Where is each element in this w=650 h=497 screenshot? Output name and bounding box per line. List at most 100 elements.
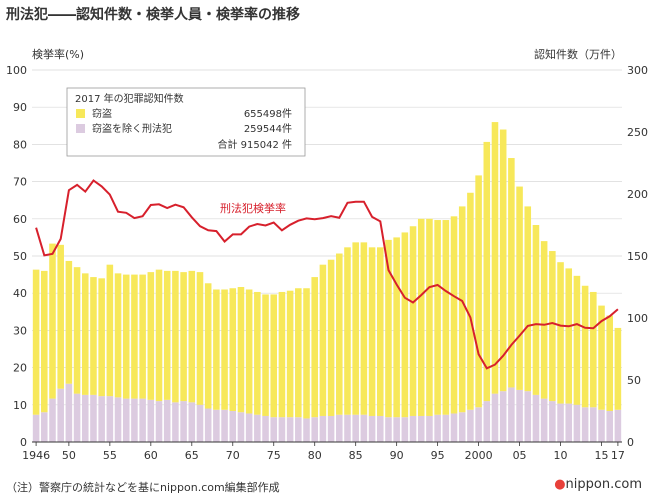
bar-other xyxy=(311,417,318,442)
bar-other xyxy=(409,415,417,442)
bar-other xyxy=(549,401,556,442)
bar-theft xyxy=(393,237,400,418)
bars-other-crimes xyxy=(32,383,622,442)
bar-theft xyxy=(254,291,261,415)
bar-theft xyxy=(385,239,392,418)
left-tick-label: 70 xyxy=(13,176,27,189)
bar-theft xyxy=(426,218,433,416)
bar-theft xyxy=(376,247,384,416)
bar-theft xyxy=(532,225,540,395)
bar-theft xyxy=(122,274,130,399)
x-tick-label: 75 xyxy=(267,449,281,462)
bar-theft xyxy=(417,218,425,416)
bar-theft xyxy=(549,251,556,402)
page-title: 刑法犯――認知件数・検挙人員・検挙率の推移 xyxy=(6,7,300,23)
bar-other xyxy=(106,396,114,442)
bar-other xyxy=(344,414,351,442)
bar-other xyxy=(393,417,400,442)
x-axis-ticks: 1946 50 55 60 65 70 75 80 85 90 95 2000 05 10 15 17 xyxy=(22,442,625,462)
logo-dot-icon: ● xyxy=(554,477,566,492)
x-tick-label: 95 xyxy=(431,449,445,462)
bar-other xyxy=(352,414,359,442)
bar-other xyxy=(598,409,605,442)
bar-theft xyxy=(270,294,278,418)
bar-other xyxy=(385,417,392,442)
x-tick-label: 50 xyxy=(62,449,76,462)
bar-other xyxy=(327,415,335,442)
bar-theft xyxy=(163,270,171,400)
bar-theft xyxy=(573,275,581,405)
bar-theft xyxy=(139,274,146,399)
bar-theft xyxy=(311,277,318,418)
bar-theft xyxy=(237,287,245,413)
bar-other xyxy=(57,388,64,442)
logo-text: nippon.com xyxy=(565,477,642,492)
bar-theft xyxy=(508,158,515,388)
right-tick-label: 300 xyxy=(627,64,648,77)
bar-theft xyxy=(598,305,605,410)
left-tick-label: 60 xyxy=(13,213,27,226)
bar-theft xyxy=(57,244,64,389)
bar-other xyxy=(114,397,122,442)
bar-theft xyxy=(344,247,351,415)
right-tick-label: 150 xyxy=(627,250,648,263)
bar-theft xyxy=(73,267,81,394)
bar-theft xyxy=(467,192,474,410)
x-tick-label: 55 xyxy=(103,449,117,462)
left-tick-label: 20 xyxy=(13,362,27,375)
bar-other xyxy=(98,396,105,442)
bar-theft xyxy=(245,289,253,414)
bar-theft xyxy=(147,272,155,400)
legend-year: 2017 年の犯罪認知件数 xyxy=(75,92,184,105)
right-axis-ticks: 0 50 100 150 200 250 300 xyxy=(627,64,648,449)
bar-other xyxy=(65,383,73,442)
bar-other xyxy=(606,411,613,442)
bar-theft xyxy=(360,242,368,415)
bar-theft xyxy=(221,289,228,410)
bar-other xyxy=(221,409,228,442)
x-tick-label: 15 xyxy=(595,449,609,462)
bar-other xyxy=(540,398,548,442)
bar-theft xyxy=(114,273,122,398)
bar-theft xyxy=(540,241,548,399)
bar-theft xyxy=(483,141,491,402)
bar-theft xyxy=(434,220,441,415)
right-tick-label: 200 xyxy=(627,188,648,201)
bar-theft xyxy=(368,247,376,416)
legend-total: 合計 915042 件 xyxy=(217,138,292,151)
bar-other xyxy=(508,387,515,442)
bar-theft xyxy=(262,294,269,416)
bar-other xyxy=(163,399,171,442)
bar-theft xyxy=(450,216,458,414)
bar-theft xyxy=(32,269,40,415)
bar-other xyxy=(458,412,466,442)
bar-other xyxy=(516,389,523,442)
bar-other xyxy=(49,398,56,442)
bar-theft xyxy=(319,264,327,416)
bar-theft xyxy=(524,206,532,392)
x-tick-label: 1946 xyxy=(22,449,50,462)
bar-other xyxy=(336,414,343,442)
bar-other xyxy=(467,409,474,442)
bar-other xyxy=(172,402,179,442)
bar-other xyxy=(278,417,286,442)
left-tick-label: 90 xyxy=(13,101,27,114)
bar-theft xyxy=(196,272,204,405)
bar-other xyxy=(262,415,269,442)
bar-theft xyxy=(401,232,409,418)
bar-other xyxy=(73,393,81,442)
x-tick-label: 65 xyxy=(185,449,199,462)
bar-other xyxy=(204,408,212,442)
bar-theft xyxy=(516,186,523,390)
bar-theft xyxy=(409,226,417,416)
bar-theft xyxy=(581,285,589,408)
bar-other xyxy=(41,412,48,442)
left-axis-label: 検挙率(%) xyxy=(32,47,84,61)
bar-other xyxy=(286,417,294,442)
bar-theft xyxy=(286,290,294,418)
bar-other xyxy=(434,414,441,442)
x-tick-label: 80 xyxy=(308,449,322,462)
bar-other xyxy=(401,417,409,442)
bar-theft xyxy=(614,327,622,410)
bar-theft xyxy=(278,291,286,418)
